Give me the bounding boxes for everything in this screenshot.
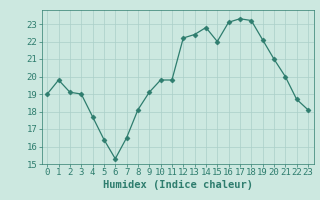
- X-axis label: Humidex (Indice chaleur): Humidex (Indice chaleur): [103, 180, 252, 190]
